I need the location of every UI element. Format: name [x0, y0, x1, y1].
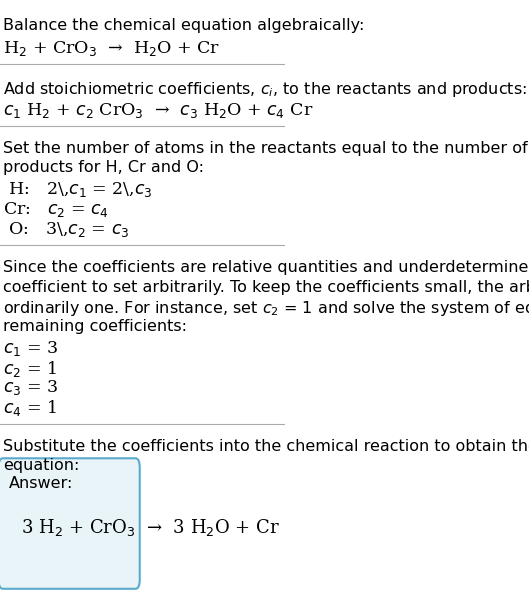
- Text: O:   3\,$c_2$ = $c_3$: O: 3\,$c_2$ = $c_3$: [3, 220, 129, 239]
- Text: 3 H$_2$ + CrO$_3$  →  3 H$_2$O + Cr: 3 H$_2$ + CrO$_3$ → 3 H$_2$O + Cr: [21, 517, 280, 538]
- Text: $c_4$ = 1: $c_4$ = 1: [3, 398, 57, 418]
- Text: H:   2\,$c_1$ = 2\,$c_3$: H: 2\,$c_1$ = 2\,$c_3$: [3, 180, 152, 199]
- Text: Since the coefficients are relative quantities and underdetermined, choose a: Since the coefficients are relative quan…: [3, 260, 529, 276]
- Text: Cr:   $c_2$ = $c_4$: Cr: $c_2$ = $c_4$: [3, 200, 109, 219]
- Text: $c_1$ H$_2$ + $c_2$ CrO$_3$  →  $c_3$ H$_2$O + $c_4$ Cr: $c_1$ H$_2$ + $c_2$ CrO$_3$ → $c_3$ H$_2…: [3, 101, 313, 120]
- Text: Answer:: Answer:: [8, 476, 73, 492]
- Text: products for H, Cr and O:: products for H, Cr and O:: [3, 160, 204, 175]
- Text: Set the number of atoms in the reactants equal to the number of atoms in the: Set the number of atoms in the reactants…: [3, 141, 529, 156]
- Text: $c_3$ = 3: $c_3$ = 3: [3, 378, 58, 397]
- Text: remaining coefficients:: remaining coefficients:: [3, 319, 187, 334]
- Text: $c_1$ = 3: $c_1$ = 3: [3, 339, 58, 358]
- Text: Add stoichiometric coefficients, $c_i$, to the reactants and products:: Add stoichiometric coefficients, $c_i$, …: [3, 80, 527, 99]
- FancyBboxPatch shape: [0, 458, 140, 589]
- Text: $c_2$ = 1: $c_2$ = 1: [3, 359, 57, 379]
- Text: equation:: equation:: [3, 458, 79, 473]
- Text: Balance the chemical equation algebraically:: Balance the chemical equation algebraica…: [3, 18, 364, 33]
- Text: Substitute the coefficients into the chemical reaction to obtain the balanced: Substitute the coefficients into the che…: [3, 439, 529, 454]
- Text: ordinarily one. For instance, set $c_2$ = 1 and solve the system of equations fo: ordinarily one. For instance, set $c_2$ …: [3, 299, 529, 318]
- Text: H$_2$ + CrO$_3$  →  H$_2$O + Cr: H$_2$ + CrO$_3$ → H$_2$O + Cr: [3, 39, 220, 58]
- Text: coefficient to set arbitrarily. To keep the coefficients small, the arbitrary va: coefficient to set arbitrarily. To keep …: [3, 280, 529, 295]
